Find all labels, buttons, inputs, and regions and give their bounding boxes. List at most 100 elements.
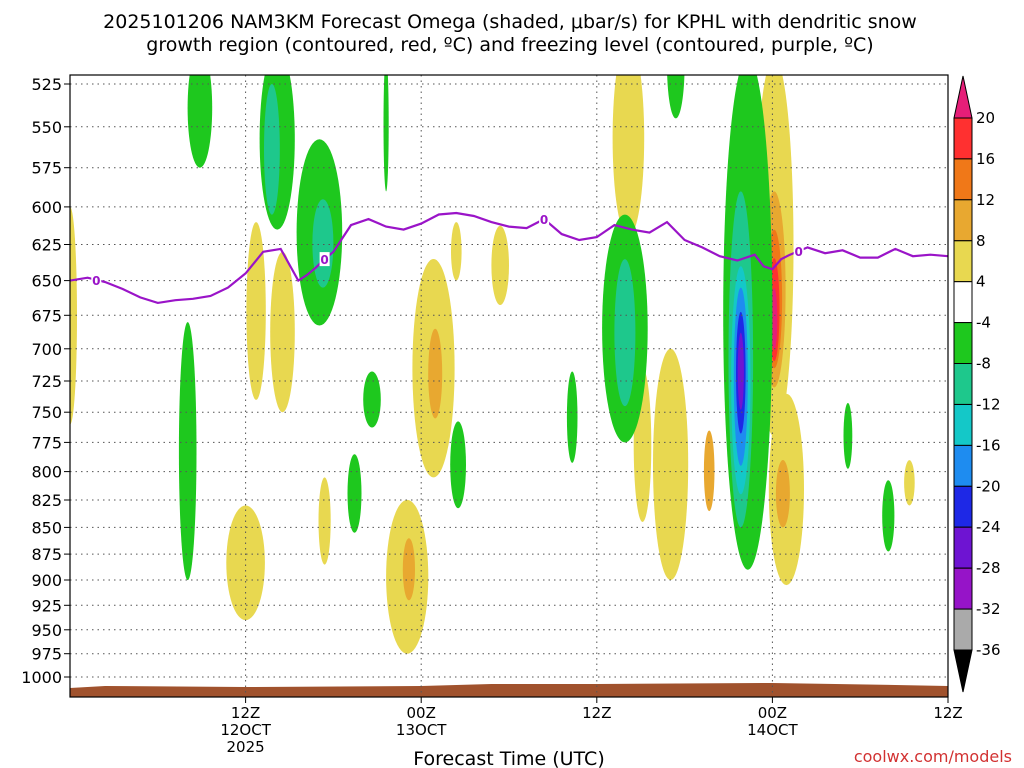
grid-lines — [70, 75, 949, 697]
chart-title-line1: 2025101206 NAM3KM Forecast Omega (shaded… — [103, 11, 917, 33]
omega-region-35 — [843, 403, 853, 469]
y-tick-label-800: 800 — [31, 463, 62, 482]
y-tick-label-850: 850 — [31, 518, 62, 537]
freezing-label-bg-2 — [539, 212, 550, 227]
y-tick-label-675: 675 — [31, 306, 62, 325]
colorbar-label-4: 4 — [976, 273, 986, 291]
x-tick-label-40-0: 12Z — [933, 704, 962, 722]
y-axis: 525 550 575 600 625 650 675 700 725 750 775 800 825 8… — [21, 75, 70, 687]
omega-region-0 — [70, 206, 77, 425]
omega-region-19 — [703, 430, 715, 512]
omega-region-40 — [312, 199, 334, 288]
colorbar-label-3: 8 — [976, 232, 986, 250]
omega-region-27 — [363, 371, 381, 428]
omega-region-8 — [612, 75, 645, 238]
x-axis-title: Forecast Time (UTC) — [413, 748, 604, 768]
freezing-level-contour — [70, 211, 948, 305]
colorbar-label-11: -28 — [976, 559, 1001, 577]
omega-region-30 — [450, 421, 466, 509]
colorbar-segment-7 — [953, 404, 973, 446]
omega-region-13 — [451, 222, 462, 281]
colorbar-segment-2 — [953, 199, 973, 242]
omega-region-39 — [264, 84, 280, 215]
omega-region-3 — [226, 505, 265, 621]
y-tick-label-825: 825 — [31, 491, 62, 510]
colorbar-segment-11 — [953, 567, 973, 610]
y-tick-label-700: 700 — [31, 340, 62, 359]
colorbar-segment-3 — [953, 240, 973, 283]
omega-region-28 — [347, 454, 362, 533]
colorbar-top-arrow — [953, 75, 973, 119]
colorbar-segment-4 — [953, 281, 973, 324]
colorbar: 20 16 12 8 4 -4 -8 -12 -16 -20 -24 -28 -32 -36 — [953, 75, 1001, 693]
colorbar-label-12: -32 — [976, 600, 1001, 618]
omega-region-36 — [882, 480, 895, 552]
y-tick-label-575: 575 — [31, 159, 62, 178]
omega-region-1 — [246, 222, 266, 400]
colorbar-segment-10 — [953, 526, 973, 569]
ground-terrain — [70, 683, 1024, 697]
freezing-label-bg-1 — [319, 252, 330, 267]
x-tick-label-10-1: 13OCT — [396, 721, 447, 739]
freezing-label-1: 0 — [320, 253, 328, 267]
y-tick-label-775: 775 — [31, 433, 62, 452]
y-tick-label-550: 550 — [31, 118, 62, 137]
credit-text: coolwx.com/models — [854, 747, 1012, 766]
colorbar-label-9: -20 — [976, 477, 1001, 495]
chart-title-line2: growth region (contoured, red, ºC) and f… — [146, 34, 873, 56]
omega-shading — [70, 75, 915, 654]
freezing-label-bg-0 — [91, 272, 102, 287]
omega-region-18 — [775, 460, 790, 528]
freezing-label-bg-3 — [793, 244, 804, 259]
x-tick-label-0-1: 12OCT — [220, 721, 271, 739]
colorbar-label-1: 16 — [976, 150, 995, 168]
y-tick-label-1000: 1000 — [21, 668, 62, 687]
omega-region-29 — [383, 75, 389, 192]
omega-region-38 — [614, 259, 636, 407]
freezing-label-0: 0 — [92, 274, 100, 288]
y-tick-label-900: 900 — [31, 571, 62, 590]
colorbar-label-6: -8 — [976, 355, 991, 373]
colorbar-segment-9 — [953, 485, 973, 528]
colorbar-label-8: -16 — [976, 436, 1001, 454]
y-tick-label-950: 950 — [31, 621, 62, 640]
colorbar-segment-8 — [953, 444, 973, 487]
y-tick-label-525: 525 — [31, 75, 62, 94]
x-tick-label-0-2: 2025 — [227, 738, 265, 756]
y-tick-label-750: 750 — [31, 403, 62, 422]
omega-region-26 — [178, 322, 197, 581]
x-tick-label-0-0: 12Z — [231, 704, 260, 722]
omega-region-31 — [566, 371, 578, 463]
freezing-label-3: 0 — [795, 245, 803, 259]
x-tick-label-30-0: 00Z — [758, 704, 787, 722]
colorbar-bottom-arrow — [953, 649, 973, 693]
omega-region-14 — [904, 460, 915, 506]
colorbar-label-5: -4 — [976, 314, 991, 332]
colorbar-label-13: -36 — [976, 641, 1001, 659]
colorbar-segment-1 — [953, 158, 973, 201]
y-tick-label-975: 975 — [31, 645, 62, 664]
ground-fill — [70, 683, 1024, 697]
plot-frame — [69, 74, 949, 698]
omega-region-16 — [428, 328, 443, 419]
x-tick-label-10-0: 00Z — [407, 704, 436, 722]
omega-region-10 — [653, 348, 689, 580]
freezing-label-2: 0 — [540, 213, 548, 227]
omega-region-7 — [491, 225, 510, 305]
omega-region-2 — [270, 251, 295, 413]
omega-region-23 — [187, 75, 213, 168]
y-tick-label-925: 925 — [31, 596, 62, 615]
y-tick-label-600: 600 — [31, 198, 62, 217]
omega-region-33 — [667, 75, 685, 119]
x-tick-label-30-1: 14OCT — [747, 721, 798, 739]
freezing-level-labels: 0 0 0 0 — [91, 212, 804, 288]
colorbar-label-7: -12 — [976, 396, 1001, 414]
freezing-level-line — [70, 211, 948, 305]
colorbar-label-2: 12 — [976, 191, 995, 209]
omega-region-4 — [318, 477, 331, 565]
colorbar-segment-0 — [953, 117, 973, 160]
y-tick-label-725: 725 — [31, 372, 62, 391]
colorbar-segment-5 — [953, 322, 973, 365]
x-tick-label-20-0: 12Z — [582, 704, 611, 722]
